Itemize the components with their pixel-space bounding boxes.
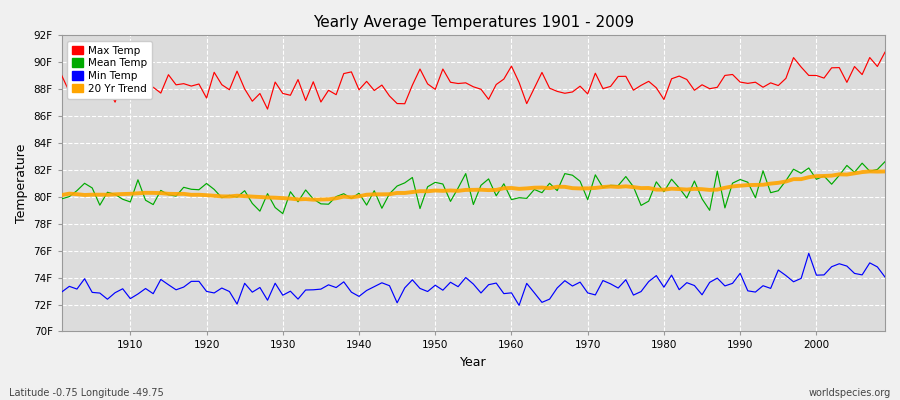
Y-axis label: Temperature: Temperature xyxy=(15,144,28,223)
Title: Yearly Average Temperatures 1901 - 2009: Yearly Average Temperatures 1901 - 2009 xyxy=(313,15,634,30)
X-axis label: Year: Year xyxy=(460,356,487,369)
Text: Latitude -0.75 Longitude -49.75: Latitude -0.75 Longitude -49.75 xyxy=(9,388,164,398)
Text: worldspecies.org: worldspecies.org xyxy=(809,388,891,398)
Legend: Max Temp, Mean Temp, Min Temp, 20 Yr Trend: Max Temp, Mean Temp, Min Temp, 20 Yr Tre… xyxy=(67,40,152,99)
